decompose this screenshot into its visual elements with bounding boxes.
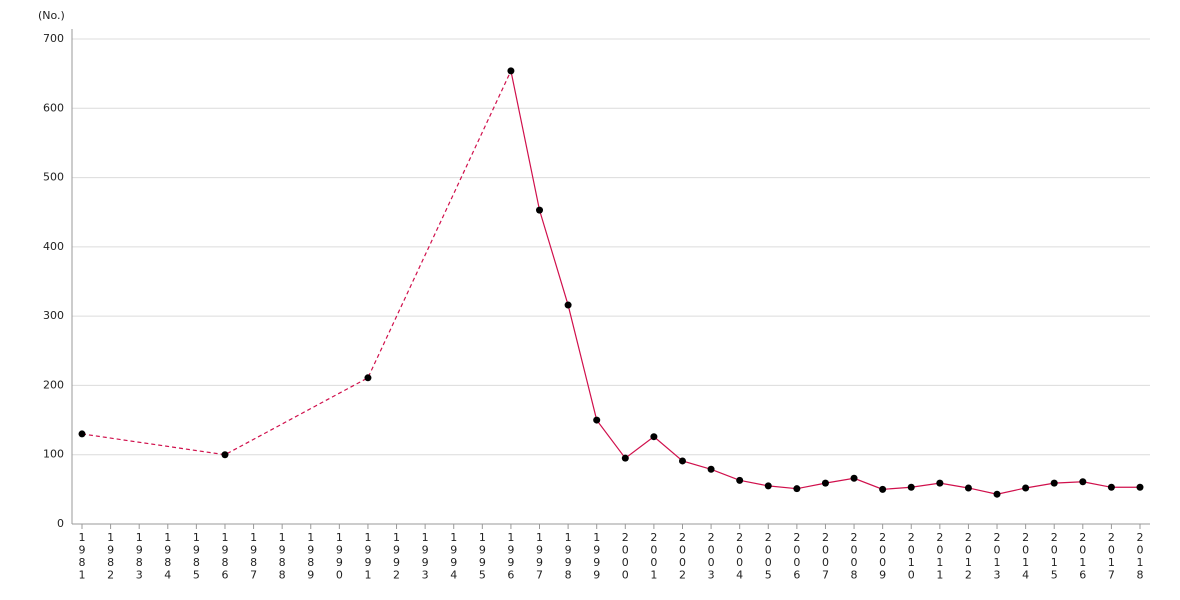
point [879,485,887,493]
point [507,67,515,75]
point [564,301,572,309]
point [1050,479,1058,487]
y-tick-label: 300 [43,309,64,322]
point [621,454,629,462]
point [764,482,772,490]
y-tick-label: 0 [57,517,64,530]
point [221,451,229,459]
point [1136,483,1144,491]
point [936,479,944,487]
point [707,465,715,473]
point [536,206,544,214]
point [993,490,1001,498]
point [793,485,801,493]
point [1079,478,1087,486]
line [81,70,512,456]
y-tick-label: 200 [43,378,64,391]
point [364,374,372,382]
point [850,474,858,482]
y-tick-label: 400 [43,240,64,253]
point [78,430,86,438]
point [821,479,829,487]
y-tick-label: 100 [43,448,64,461]
point [650,433,658,441]
y-tick-label: 600 [43,101,64,114]
point [907,483,915,491]
point [678,457,686,465]
y-tick-label: 500 [43,171,64,184]
point [1107,483,1115,491]
y-axis-label: (No.) [38,9,65,22]
point [964,484,972,492]
point [1022,484,1030,492]
y-tick-label: 700 [43,32,64,45]
point [736,476,744,484]
point [593,416,601,424]
line [510,70,1140,495]
